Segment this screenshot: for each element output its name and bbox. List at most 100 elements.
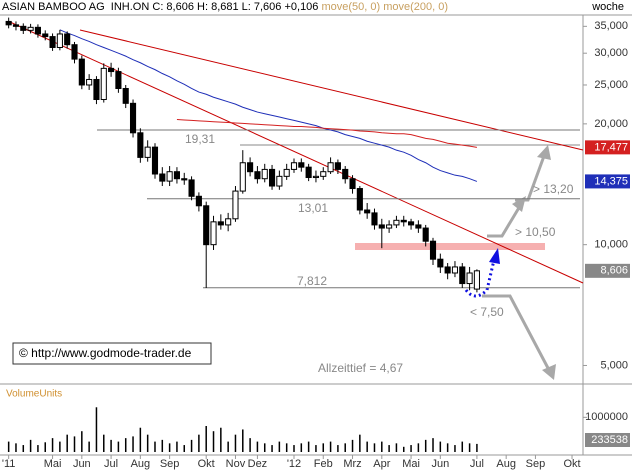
period: woche: [592, 1, 624, 13]
arrow: [482, 294, 551, 371]
y-tick-label: 30,000: [594, 47, 628, 59]
value-box-label: 233538: [591, 434, 628, 446]
x-tick-label: Jun: [431, 458, 449, 470]
volume-bar: [366, 441, 368, 452]
candle-body: [378, 224, 385, 229]
volume-bar: [124, 438, 127, 452]
x-tick-label: Jul: [104, 458, 118, 470]
volume-bar: [329, 441, 332, 452]
candle-body: [437, 258, 444, 268]
candle-body: [400, 219, 407, 223]
volume-bar: [359, 434, 361, 452]
candle-body: [239, 162, 246, 192]
level-label: 19,31: [185, 132, 215, 146]
volume-bar: [402, 446, 405, 452]
candle-body: [356, 188, 363, 211]
candle-body: [56, 33, 63, 48]
x-tick-label: Feb: [314, 458, 333, 470]
volume-bar: [81, 431, 83, 452]
volume-bar: [307, 441, 310, 452]
volume-bar: [132, 436, 134, 452]
volume-bar: [285, 443, 288, 452]
candle-body: [93, 78, 100, 101]
candle-body: [283, 168, 290, 177]
candle-body: [42, 33, 49, 38]
volume-bar: [432, 438, 434, 452]
volume-bar: [293, 445, 295, 452]
trend-line: [9, 21, 584, 284]
title: ASIAN BAMBOO AG INH.ON: [2, 1, 150, 13]
volume-bar: [322, 443, 325, 452]
candle-body: [100, 67, 107, 101]
volume-bar: [51, 438, 54, 452]
arrow-heads: [512, 145, 556, 380]
volume-bar: [278, 441, 281, 452]
volume-bar: [161, 439, 164, 452]
candle-body: [327, 162, 334, 173]
volume-bar: [454, 445, 456, 452]
volume-bar: [59, 441, 61, 452]
candle-body: [137, 132, 144, 158]
volume-bar: [439, 441, 442, 452]
x-tick-label: Okt: [198, 458, 215, 470]
candle-body: [64, 33, 71, 46]
value-box: [585, 433, 630, 447]
candle-body: [415, 224, 422, 229]
x-tick-label: Mai: [44, 458, 62, 470]
candle-body: [364, 209, 371, 214]
legend-entry: move(200, 0): [383, 1, 449, 13]
volume-bar: [424, 439, 427, 452]
level-label: 7,812: [297, 274, 327, 288]
annotation: > 10,50: [515, 225, 556, 239]
volume-bar: [242, 429, 244, 452]
volume-bar: [183, 445, 186, 452]
volume-bar: [37, 445, 39, 452]
candle-body: [78, 58, 85, 86]
candle-body: [466, 272, 473, 285]
volume-bar: [29, 439, 32, 452]
volume-bar: [117, 441, 120, 452]
volume-bar: [234, 434, 237, 452]
volume-bar: [249, 438, 251, 452]
annotation: > 13,20: [533, 182, 574, 196]
value-box-label: 17,477: [594, 141, 628, 153]
x-tick-label: Nov: [226, 458, 246, 470]
candle-body: [444, 266, 451, 274]
volume-bar: [73, 436, 76, 452]
arrow-head: [537, 145, 551, 160]
volume-bar: [271, 445, 273, 452]
candle-body: [159, 173, 166, 182]
volume-bar: [205, 426, 207, 452]
y-tick-label: 25,000: [594, 79, 628, 91]
candle-body: [371, 212, 378, 226]
candle-body: [459, 266, 466, 285]
volume-bar: [110, 439, 112, 452]
volume-bar: [44, 442, 46, 452]
candle-body: [305, 166, 312, 179]
volume-bar: [212, 431, 215, 452]
volume-bar: [198, 434, 200, 452]
candle-body: [151, 146, 159, 175]
volume-bar: [461, 441, 464, 452]
x-tick-label: Aug: [131, 458, 151, 470]
copyright-box: [12, 342, 212, 365]
x-tick-label: Dez: [248, 458, 268, 470]
volume-bar: [446, 443, 449, 452]
candle-body: [276, 175, 283, 187]
x-tick-label: '11: [2, 458, 16, 470]
copyright: © http://www.godmode-trader.de: [19, 346, 192, 360]
volume-bar: [351, 439, 354, 452]
volume-bar: [15, 443, 17, 452]
volume-bar: [139, 427, 142, 452]
candle-body: [408, 221, 415, 226]
candle-body: [349, 178, 356, 190]
x-tick-label: Jul: [470, 458, 484, 470]
candle-body: [290, 162, 298, 170]
volume-bar: [168, 443, 171, 452]
candle-body: [34, 26, 41, 35]
candle-body: [5, 20, 12, 26]
value-box: [585, 174, 630, 189]
candle-body: [334, 162, 341, 170]
arrow: [487, 205, 522, 238]
